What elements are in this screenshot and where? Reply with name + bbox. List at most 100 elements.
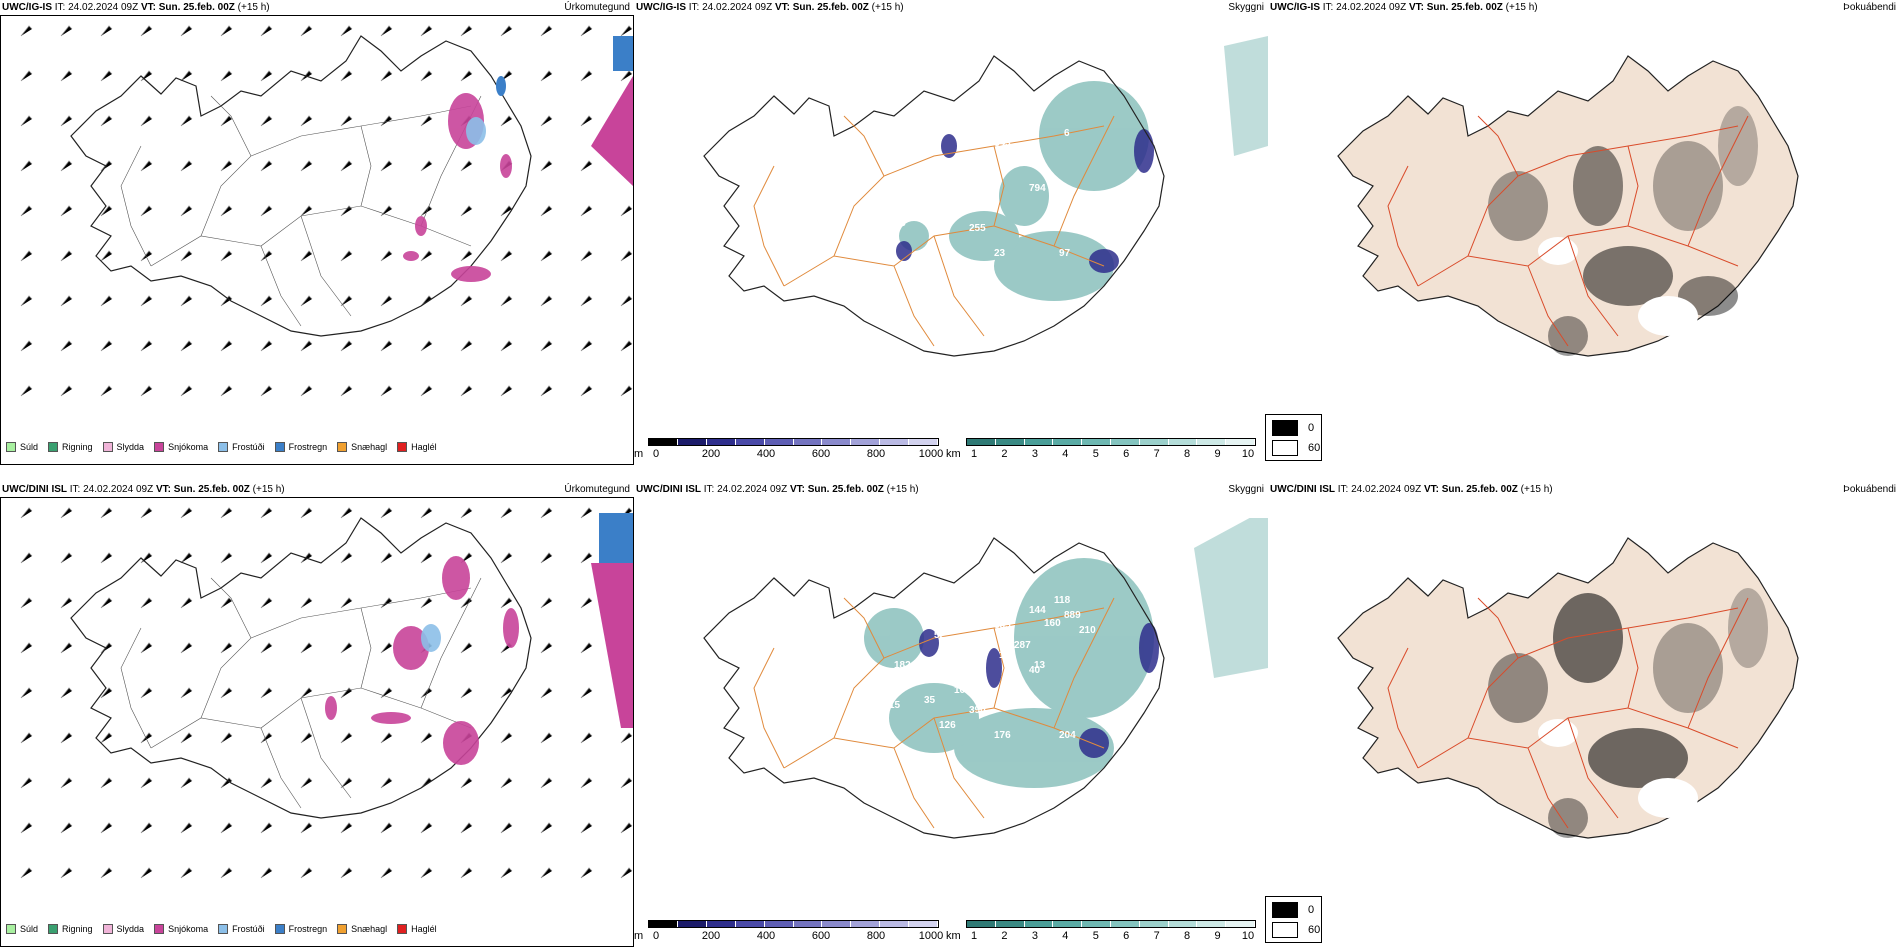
road-line [210, 95, 252, 157]
road-line [993, 145, 1005, 227]
colorbar-km: km 1 2 3 4 5 6 7 8 9 10 [946, 920, 1256, 946]
wind-barb [140, 867, 153, 879]
colorbar-cell [995, 921, 1025, 927]
wind-barb [100, 340, 113, 352]
wind-barb [420, 250, 433, 262]
wind-barb [100, 507, 113, 519]
wind-barb [100, 732, 113, 744]
road-line [1627, 145, 1639, 227]
legend-item: Snjókoma [154, 442, 208, 452]
legend-item: Frostúði [218, 442, 265, 452]
panel-header: UWC/IG-IS IT: 24.02.2024 09Z VT: Sun. 25… [1270, 2, 1538, 13]
road-line [120, 145, 152, 267]
road-line [1627, 627, 1639, 709]
wind-barb [540, 340, 553, 352]
wind-barb [380, 732, 393, 744]
wind-barb [460, 250, 473, 262]
colorbar-tick: 4 [1062, 930, 1069, 942]
wind-barb [500, 777, 513, 789]
wind-barb [140, 552, 153, 564]
colorbar-tick: 10 [1241, 930, 1255, 942]
visibility-label: 30 [894, 178, 906, 189]
colorbar-km: km 1 2 3 4 5 6 7 8 9 10 [946, 438, 1256, 464]
legend-item: Snæhagl [337, 924, 387, 934]
wind-barb [100, 687, 113, 699]
colorbar-cell [967, 921, 996, 927]
colorbar-cell [677, 921, 707, 927]
wind-barb [460, 687, 473, 699]
panel-title: Þokuábendi [1843, 2, 1896, 13]
wind-barb [260, 507, 273, 519]
wind-barb [180, 385, 193, 397]
wind-barb [60, 340, 73, 352]
colorbar-cell [880, 921, 910, 927]
wind-barb [20, 250, 33, 262]
fog-legend: 0 60 [1265, 896, 1322, 943]
colorbar-m: m 0 200 400 600 800 1000 [634, 438, 943, 464]
road-line [1477, 597, 1519, 659]
wind-barb [20, 385, 33, 397]
row-1: UWC/IG-IS IT: 24.02.2024 09Z VT: Sun. 25… [0, 0, 1900, 470]
colorbar-cell [1110, 439, 1140, 445]
wind-barb [380, 822, 393, 834]
road-line [893, 747, 935, 829]
road-line [150, 205, 472, 267]
road-line [420, 577, 482, 709]
wind-barb [540, 70, 553, 82]
panel-title: Úrkomutegund [564, 484, 630, 495]
road-line [210, 577, 252, 639]
road-line [833, 607, 1105, 739]
colorbar-tick: 2 [1001, 930, 1008, 942]
wind-barb [300, 777, 313, 789]
colorbar-cell [1168, 439, 1198, 445]
fog-legend-item: 0 [1272, 420, 1314, 436]
legend-swatch [218, 924, 229, 934]
wind-barb [460, 340, 473, 352]
wind-barb [180, 205, 193, 217]
wind-barb [60, 115, 73, 127]
road-line [1053, 597, 1115, 729]
wind-barb [420, 70, 433, 82]
colorbar-tick: 600 [811, 448, 831, 460]
wind-barb [540, 867, 553, 879]
colorbar-cell [793, 439, 823, 445]
colorbar-cell [909, 439, 939, 445]
visibility-label: 13 [1034, 660, 1046, 671]
wind-barb [220, 295, 233, 307]
colorbar-tick: 6 [1123, 448, 1130, 460]
wind-barb [20, 777, 33, 789]
wind-barb [20, 160, 33, 172]
wind-barb [500, 552, 513, 564]
wind-barb [380, 340, 393, 352]
wind-barb [380, 552, 393, 564]
precip-map [20, 507, 633, 879]
panel-header: UWC/DINI ISL IT: 24.02.2024 09Z VT: Sun.… [1270, 484, 1553, 495]
wind-barb [540, 507, 553, 519]
wind-barb [20, 732, 33, 744]
wind-barb [460, 777, 473, 789]
road-line [150, 687, 472, 749]
wind-barb [380, 777, 393, 789]
wind-barb [620, 340, 633, 352]
wind-barb [380, 250, 393, 262]
road-line [933, 235, 985, 337]
wind-barb [500, 822, 513, 834]
panel-title: Skyggni [1228, 2, 1264, 13]
visibility-label: 138 [954, 203, 971, 214]
wind-barb [220, 642, 233, 654]
legend-item: Haglél [397, 442, 437, 452]
wind-barb [100, 115, 113, 127]
fog-legend-label: 60 [1308, 924, 1321, 936]
road-line [753, 647, 785, 769]
colorbar-unit: m [634, 930, 644, 942]
wind-barb [60, 597, 73, 609]
colorbar-cell [706, 439, 736, 445]
wind-barb [580, 732, 593, 744]
wind-barb [260, 867, 273, 879]
colorbar-cell [1110, 921, 1140, 927]
visibility-label: 23 [994, 248, 1006, 259]
wind-barb [540, 115, 553, 127]
wind-barb [100, 25, 113, 37]
visibility-label: 6 [1064, 128, 1070, 139]
